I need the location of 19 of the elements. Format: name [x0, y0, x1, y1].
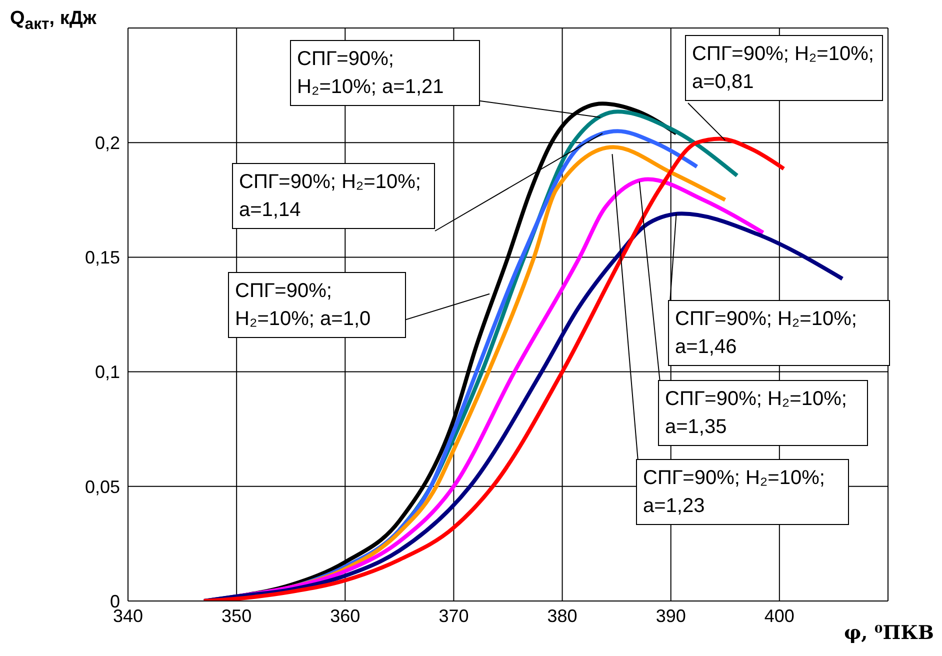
- callout-box: СПГ=90%; H₂=10%; a=1,14: [232, 163, 435, 229]
- y-axis-title: Q$_{акт}$, кДж: [10, 8, 96, 34]
- callout-box: СПГ=90%; H₂=10%; a=1,46: [668, 300, 890, 366]
- x-axis-title: φ, ⁰ПКВ: [844, 622, 934, 644]
- callout-box: СПГ=90%; H₂=10%; a=1,0: [228, 272, 406, 338]
- x-tick-label: 370: [438, 606, 469, 626]
- x-tick-label: 350: [222, 606, 252, 626]
- y-tick-label: 0,15: [84, 248, 120, 268]
- callout-box: СПГ=90%; H₂=10%; a=1,23: [636, 459, 849, 525]
- callout-box: СПГ=90%; H₂=10%; a=1,21: [290, 40, 480, 106]
- x-tick-label: 400: [764, 606, 794, 626]
- callout-box: СПГ=90%; H₂=10%; a=0,81: [685, 35, 883, 101]
- y-tick-label: 0,2: [94, 132, 120, 153]
- x-tick-label: 360: [330, 606, 360, 626]
- callout-box: СПГ=90%; H₂=10%; a=1,35: [658, 380, 868, 446]
- y-tick-label: 0,1: [94, 362, 120, 382]
- y-tick-label: 0,05: [84, 476, 120, 497]
- x-tick-label: 380: [547, 606, 578, 626]
- x-tick-label: 390: [656, 606, 686, 626]
